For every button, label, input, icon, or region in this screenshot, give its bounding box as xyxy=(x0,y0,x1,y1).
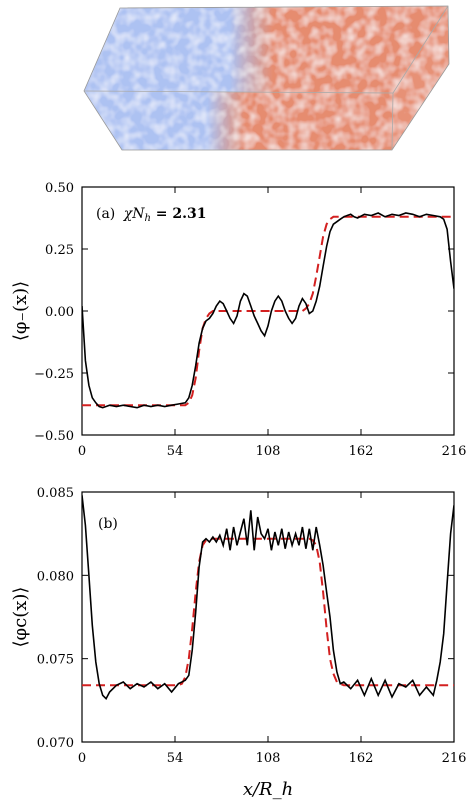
axis-ticks-a: 0 54 108 162 216 −0.50 −0.25 0.00 0.25 0.50 xyxy=(34,181,466,459)
y-tick-label-a: −0.50 xyxy=(34,429,74,444)
y-tick-label-b: 0.085 xyxy=(37,486,74,501)
y-tick-label-a: 0.25 xyxy=(45,243,74,258)
y-tick-label-a: 0.50 xyxy=(45,181,74,196)
panel-id-a: (a) xyxy=(96,206,115,222)
x-tick-label-b: 162 xyxy=(349,751,374,766)
simulation-curve-a xyxy=(82,212,454,409)
axis-ticks-b: 0 54 108 162 216 0.070 0.075 0.080 0.085 xyxy=(37,486,467,766)
x-tick-label-a: 108 xyxy=(256,444,281,459)
y-tick-label-a: −0.25 xyxy=(34,367,74,382)
fit-curve-b xyxy=(82,537,454,687)
fit-curve-a xyxy=(82,215,454,407)
3d-simulation-box xyxy=(83,5,450,151)
panel-b: 0 54 108 162 216 0.070 0.075 0.080 0.085 (b) ⟨φc… xyxy=(10,486,466,800)
x-tick-label-a: 54 xyxy=(167,444,184,459)
y-tick-label-b: 0.075 xyxy=(37,653,74,668)
y-tick-label-b: 0.070 xyxy=(37,736,74,751)
simulation-curve-b xyxy=(82,495,454,701)
chi-symbol: χ xyxy=(123,206,134,222)
y-axis-label-a: ⟨φ₋(x)⟩ xyxy=(10,281,31,341)
annotation-value: = 2.31 xyxy=(151,206,207,222)
y-axis-label-b: ⟨φc(x)⟩ xyxy=(10,587,31,648)
panel-label-b: (b) xyxy=(98,516,118,532)
x-tick-label-a: 0 xyxy=(78,444,86,459)
y-tick-label-a: 0.00 xyxy=(45,305,74,320)
y-tick-label-b: 0.080 xyxy=(37,569,74,584)
x-tick-label-b: 54 xyxy=(167,751,184,766)
x-tick-label-b: 108 xyxy=(256,751,281,766)
x-axis-label: x/R_h xyxy=(243,779,293,800)
n-symbol: N xyxy=(131,206,145,222)
n-subscript: h xyxy=(144,213,150,224)
x-tick-label-b: 0 xyxy=(78,751,86,766)
x-tick-label-a: 216 xyxy=(442,444,467,459)
x-tick-label-b: 216 xyxy=(442,751,467,766)
panel-label-a: (a) χNh = 2.31 xyxy=(96,206,207,224)
panel-a: 0 54 108 162 216 −0.50 −0.25 0.00 0.25 0.50 (a) χ… xyxy=(10,181,466,459)
x-tick-label-a: 162 xyxy=(349,444,374,459)
